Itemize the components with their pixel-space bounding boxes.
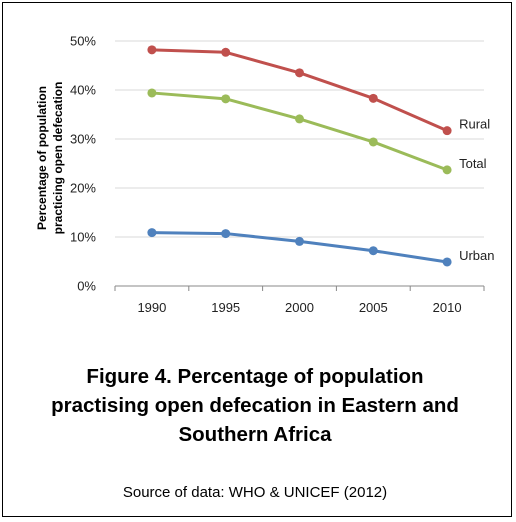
y-tick-label: 0% [77, 279, 96, 294]
urban-point [368, 246, 378, 256]
x-axis: 1990 1995 2000 2005 2010 [114, 285, 485, 315]
x-tick-label: 2010 [433, 300, 462, 315]
y-tick-label: 40% [70, 83, 96, 98]
urban-point [147, 228, 157, 238]
series-urban: Urban [147, 228, 495, 267]
total-point [442, 165, 452, 175]
line-chart: 0% 10% 20% 30% 40% 50% 1990 1995 2000 2005 2010 P… [35, 34, 495, 316]
urban-point [442, 257, 452, 267]
y-axis-label-line-2: practicing open defecation [51, 82, 65, 235]
y-tick-label: 50% [70, 34, 96, 49]
y-tick-label: 10% [70, 230, 96, 245]
total-series-label: Total [459, 156, 487, 171]
urban-series-label: Urban [459, 248, 494, 263]
total-point [368, 137, 378, 147]
series-total: Total [147, 88, 487, 175]
total-point [147, 88, 157, 98]
caption-line-1: Figure 4. Percentage of population [86, 365, 424, 388]
urban-point [295, 236, 304, 246]
rural-point [147, 45, 157, 55]
caption-line-2: practising open defecation in Eastern an… [51, 394, 459, 417]
gridlines [115, 40, 484, 238]
x-tick-label: 2005 [359, 300, 388, 315]
rural-point [295, 68, 304, 78]
rural-point [442, 126, 452, 136]
y-tick-label: 30% [70, 132, 96, 147]
x-tick-label: 1990 [137, 300, 166, 315]
total-line [151, 91, 448, 172]
total-point [221, 94, 231, 104]
x-tick-label: 2000 [285, 300, 314, 315]
urban-point [221, 229, 231, 239]
figure-caption: Figure 4. Percentage of population pract… [0, 362, 510, 449]
caption-line-3: Southern Africa [178, 423, 332, 446]
source-note: Source of data: WHO & UNICEF (2012) [122, 484, 388, 501]
rural-point [221, 47, 231, 57]
x-tick-label: 1995 [211, 300, 240, 315]
y-axis-label-line-1: Percentage of population [35, 86, 49, 230]
series-group: Rural Total Urban [147, 45, 495, 267]
y-axis: 0% 10% 20% 30% 40% 50% [70, 34, 96, 294]
total-point [295, 114, 304, 124]
series-rural: Rural [147, 45, 490, 136]
rural-point [368, 93, 378, 103]
y-tick-label: 20% [70, 181, 96, 196]
rural-series-label: Rural [459, 117, 490, 132]
